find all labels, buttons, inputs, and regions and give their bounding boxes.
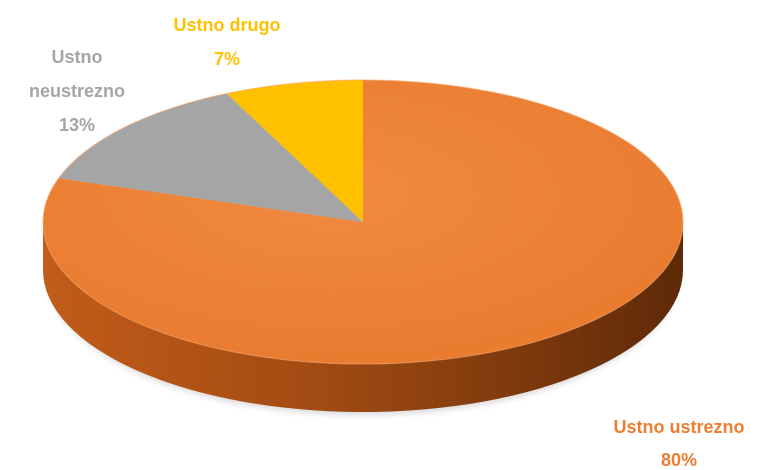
pie-top-rim	[42, 79, 684, 365]
label-ustno-ustrezno-value: 80%	[661, 450, 697, 470]
pie-side-wall-ustno-ustrezno	[43, 222, 683, 412]
label-ustno-ustrezno: Ustno ustrezno 80%	[613, 417, 744, 470]
label-ustno-neustrezno-value: 13%	[59, 115, 95, 135]
pie-group	[42, 79, 684, 414]
label-ustno-neustrezno-line2: neustrezno	[29, 81, 125, 101]
pie-slice-ustno-drugo	[226, 80, 363, 222]
label-ustno-drugo: Ustno drugo 7%	[174, 15, 281, 69]
label-ustno-neustrezno: Ustno neustrezno 13%	[29, 47, 125, 135]
label-ustno-drugo-value: 7%	[214, 49, 240, 69]
label-ustno-neustrezno-line1: Ustno	[52, 47, 103, 67]
label-ustno-drugo-name: Ustno drugo	[174, 15, 281, 35]
pie-slice-ustno-neustrezno	[58, 93, 363, 222]
pie-slice-ustno-ustrezno	[43, 80, 684, 364]
label-ustno-ustrezno-name: Ustno ustrezno	[613, 417, 744, 437]
